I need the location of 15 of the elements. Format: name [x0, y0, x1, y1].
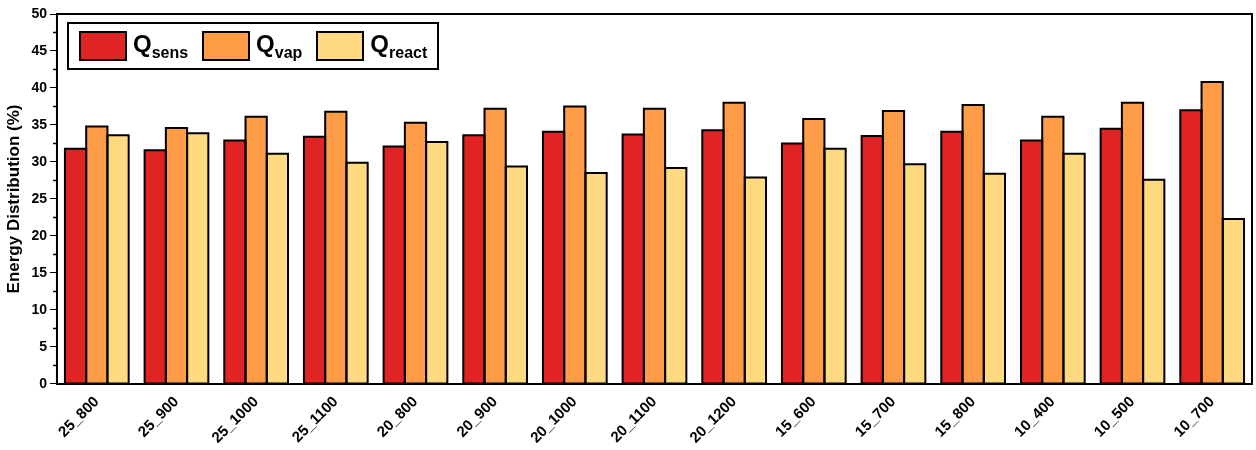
y-tick-label: 5: [39, 337, 48, 354]
legend-label: Q$_{sens}$: [132, 30, 189, 62]
legend-label: Q$_{vap}$: [256, 30, 303, 62]
y-tick-label: 0: [39, 374, 48, 391]
y-tick-label: 25: [31, 189, 48, 206]
y-tick-label: 30: [31, 152, 48, 169]
y-tick-label: 50: [31, 4, 48, 21]
y-axis-title: Energy Distribution (%): [3, 104, 23, 294]
legend-label: Q$_{react}$: [370, 30, 428, 62]
y-tick-label: 10: [31, 300, 48, 317]
y-tick-label: 20: [31, 226, 48, 243]
y-tick-label: 45: [31, 41, 48, 58]
y-tick-label: 15: [31, 263, 48, 280]
y-tick-label: 35: [31, 115, 48, 132]
y-tick-label: 40: [31, 78, 48, 95]
